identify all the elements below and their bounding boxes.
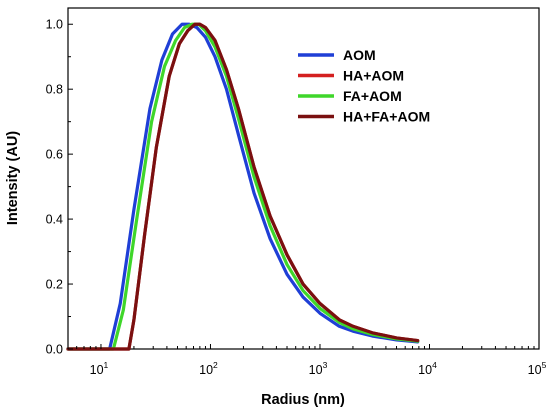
legend-label: HA+FA+AOM [343,109,430,125]
series-line-1 [66,22,420,351]
legend-label: AOM [343,47,376,63]
series-line-4 [66,22,420,351]
y-tick-label: 0.2 [46,278,63,292]
y-tick-label: 0.6 [46,148,63,162]
y-tick-label: 0.4 [46,213,63,227]
y-tick-label: 0.0 [46,343,63,357]
x-tick-label: 104 [418,360,437,377]
x-tick-label: 101 [90,360,109,377]
legend: AOM HA+AOM FA+AOM HA+FA+AOM [298,47,430,125]
x-tick-label: 102 [199,360,218,377]
y-axis-title: Intensity (AU) [5,131,21,225]
y-tick-label: 0.8 [46,83,63,97]
y-tick-label: 1.0 [46,18,63,32]
x-tick-label: 103 [309,360,328,377]
series-layer [66,22,420,351]
x-axis-title: Radius (nm) [261,392,345,408]
legend-label: FA+AOM [343,88,402,104]
ticks-layer: 101 102 103 104 105 0.0 0.2 0.4 0.6 0.8 1.0 [46,18,547,377]
series-line-3 [66,22,420,351]
legend-label: HA+AOM [343,68,404,84]
x-tick-label: 105 [528,360,547,377]
